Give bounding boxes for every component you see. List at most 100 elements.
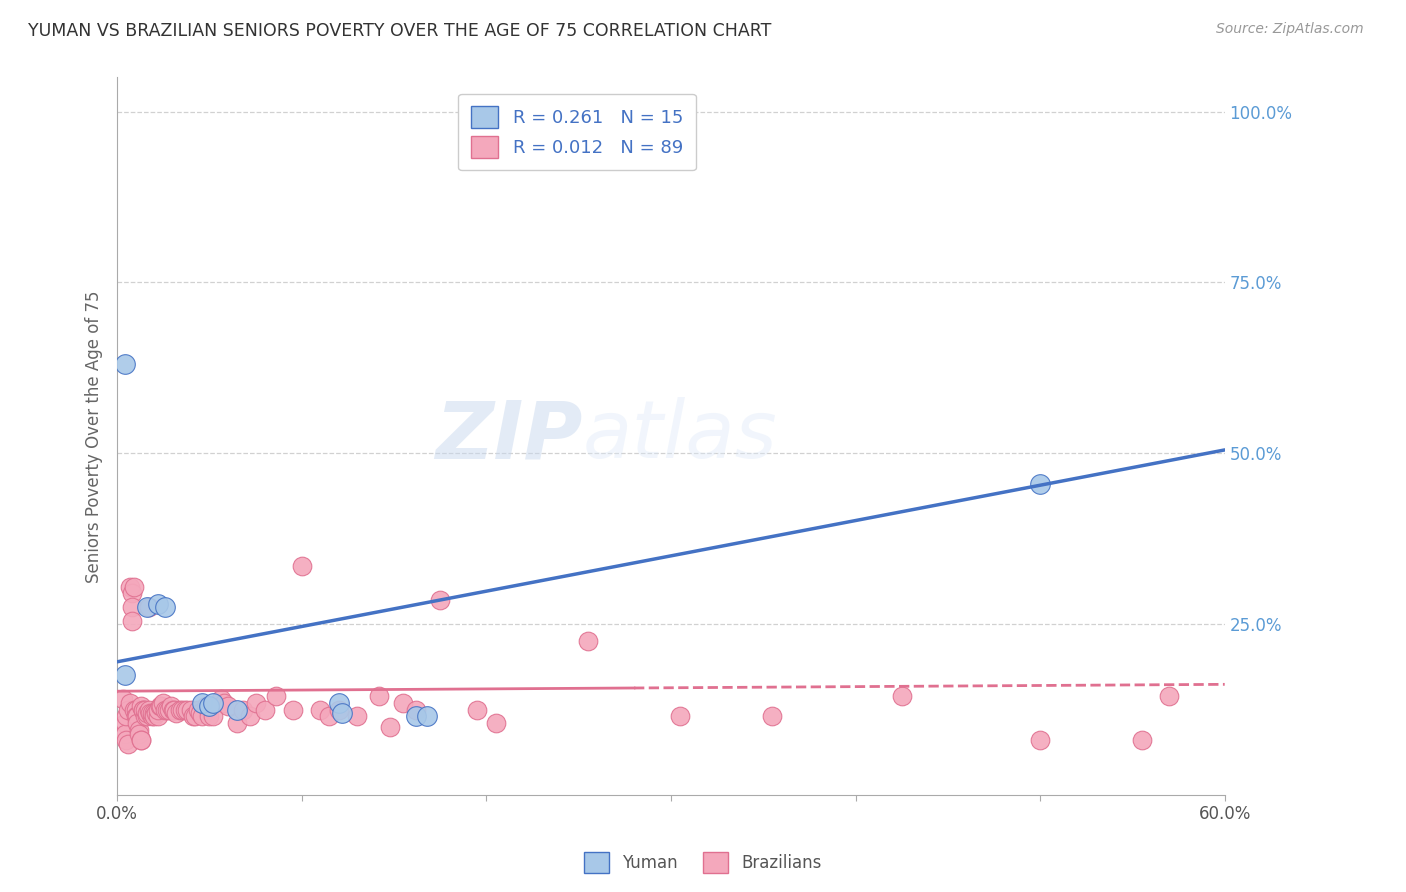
Point — [291, 559, 314, 574]
Point — [346, 709, 368, 723]
Point — [253, 703, 276, 717]
Point — [162, 703, 184, 717]
Point — [169, 703, 191, 717]
Text: atlas: atlas — [582, 397, 778, 475]
Point — [111, 692, 134, 706]
Point — [114, 726, 136, 740]
Point — [232, 703, 254, 717]
Point — [576, 634, 599, 648]
Point — [174, 703, 197, 717]
Point — [153, 703, 176, 717]
Text: YUMAN VS BRAZILIAN SENIORS POVERTY OVER THE AGE OF 75 CORRELATION CHART: YUMAN VS BRAZILIAN SENIORS POVERTY OVER … — [28, 22, 772, 40]
Point — [165, 706, 187, 720]
Point — [135, 706, 157, 720]
Point — [183, 709, 205, 723]
Point — [120, 696, 142, 710]
Point — [129, 733, 152, 747]
Point — [135, 709, 157, 723]
Point — [115, 709, 138, 723]
Point — [761, 709, 783, 723]
Point — [150, 699, 173, 714]
Point — [194, 699, 217, 714]
Point — [1029, 477, 1052, 491]
Point — [328, 703, 350, 717]
Point — [332, 706, 354, 720]
Point — [120, 580, 142, 594]
Point — [121, 586, 143, 600]
Point — [132, 703, 155, 717]
Point — [152, 696, 174, 710]
Point — [281, 703, 304, 717]
Text: Source: ZipAtlas.com: Source: ZipAtlas.com — [1216, 22, 1364, 37]
Point — [114, 668, 136, 682]
Point — [198, 699, 221, 714]
Point — [146, 703, 169, 717]
Point — [159, 699, 181, 714]
Point — [245, 696, 267, 710]
Point — [134, 709, 156, 723]
Point — [143, 709, 166, 723]
Point — [149, 699, 172, 714]
Point — [191, 709, 214, 723]
Point — [122, 703, 145, 717]
Point — [181, 709, 204, 723]
Point — [128, 723, 150, 738]
Point — [157, 703, 180, 717]
Point — [129, 733, 152, 747]
Point — [405, 709, 427, 723]
Point — [368, 689, 391, 703]
Point — [121, 600, 143, 615]
Point — [124, 709, 146, 723]
Point — [212, 696, 235, 710]
Point — [145, 706, 167, 720]
Point — [141, 706, 163, 720]
Point — [619, 125, 641, 139]
Point — [141, 709, 163, 723]
Point — [239, 709, 262, 723]
Point — [465, 703, 488, 717]
Point — [429, 593, 451, 607]
Point — [139, 706, 162, 720]
Point — [115, 733, 138, 747]
Point — [484, 716, 506, 731]
Point — [202, 709, 225, 723]
Point — [176, 703, 198, 717]
Point — [170, 703, 193, 717]
Point — [146, 709, 169, 723]
Point — [117, 737, 139, 751]
Point — [138, 600, 160, 615]
Point — [198, 709, 221, 723]
Point — [328, 696, 350, 710]
Point — [153, 600, 176, 615]
Point — [1130, 733, 1153, 747]
Point — [129, 699, 152, 714]
Point — [135, 600, 157, 615]
Point — [127, 716, 149, 731]
Point — [191, 696, 214, 710]
Legend: Yuman, Brazilians: Yuman, Brazilians — [578, 846, 828, 880]
Point — [890, 689, 912, 703]
Point — [309, 703, 332, 717]
Point — [156, 703, 179, 717]
Point — [180, 703, 202, 717]
Point — [146, 597, 169, 611]
Point — [188, 706, 211, 720]
Point — [669, 709, 692, 723]
Point — [392, 696, 415, 710]
Point — [122, 580, 145, 594]
Point — [143, 706, 166, 720]
Point — [117, 703, 139, 717]
Y-axis label: Seniors Poverty Over the Age of 75: Seniors Poverty Over the Age of 75 — [86, 290, 103, 582]
Point — [226, 703, 249, 717]
Point — [163, 703, 186, 717]
Point — [380, 720, 402, 734]
Point — [132, 703, 155, 717]
Point — [124, 703, 146, 717]
Point — [264, 689, 287, 703]
Text: ZIP: ZIP — [434, 397, 582, 475]
Point — [114, 358, 136, 372]
Point — [209, 692, 232, 706]
Point — [202, 696, 225, 710]
Point — [127, 709, 149, 723]
Point — [405, 703, 427, 717]
